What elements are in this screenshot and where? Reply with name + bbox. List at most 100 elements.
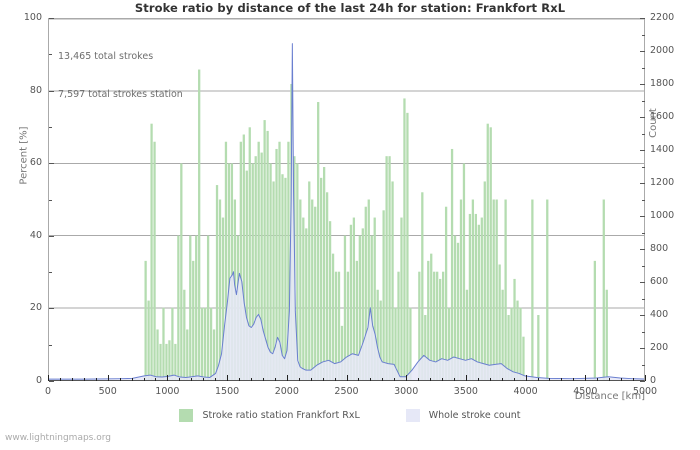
x-tick [108, 375, 109, 381]
y-right-tick-label: 1200 [650, 177, 675, 188]
y-right-tick [640, 348, 645, 349]
x-tick-label: 4500 [573, 386, 598, 397]
x-tick [299, 378, 300, 381]
x-tick [84, 378, 85, 381]
x-tick-label: 2000 [274, 386, 299, 397]
y-left-tick [49, 127, 52, 128]
x-tick [526, 375, 527, 381]
y-left-tick [49, 163, 54, 164]
y-right-tick [640, 381, 645, 382]
y-left-tick [49, 272, 52, 273]
y-right-tick [642, 200, 645, 201]
x-tick [203, 378, 204, 381]
y-left-tick [49, 200, 52, 201]
x-tick [263, 378, 264, 381]
x-tick [167, 375, 168, 381]
x-tick-label: 3000 [394, 386, 419, 397]
x-tick [430, 378, 431, 381]
y-left-tick-label: 80 [29, 84, 42, 96]
chart-title: Stroke ratio by distance of the last 24h… [134, 1, 566, 15]
x-tick [370, 378, 371, 381]
y-right-tick-label: 1400 [650, 144, 675, 155]
annotation-line-2: 7,597 total strokes station [58, 88, 183, 100]
x-tick [96, 378, 97, 381]
y-right-tick-label: 1800 [650, 78, 675, 89]
y-right-tick-label: 1000 [650, 210, 675, 221]
x-tick [490, 378, 491, 381]
x-tick [239, 378, 240, 381]
y-right-tick [642, 299, 645, 300]
x-tick [454, 378, 455, 381]
x-tick [335, 378, 336, 381]
y-right-tick [642, 68, 645, 69]
x-tick [251, 378, 252, 381]
legend-item[interactable]: Stroke ratio station Frankfort RxL [179, 409, 360, 422]
x-tick [633, 378, 634, 381]
x-tick [60, 378, 61, 381]
x-tick [394, 378, 395, 381]
y-right-tick [642, 266, 645, 267]
legend-swatch [405, 409, 420, 422]
x-tick [287, 375, 288, 381]
x-tick [645, 375, 646, 381]
annotation-box: 13,465 total strokes 7,597 total strokes… [58, 26, 183, 126]
x-tick [549, 378, 550, 381]
x-tick-label: 4000 [513, 386, 538, 397]
x-tick [514, 378, 515, 381]
y-left-tick-label: 60 [29, 157, 42, 169]
x-tick [418, 378, 419, 381]
x-tick-label: 5000 [632, 386, 658, 397]
x-tick [597, 378, 598, 381]
y-left-tick-label: 20 [29, 302, 42, 314]
y-right-tick-label: 800 [650, 243, 669, 254]
x-tick [609, 378, 610, 381]
y-right-tick [640, 216, 645, 217]
x-tick [215, 378, 216, 381]
legend-label: Whole stroke count [428, 410, 521, 421]
y-left-tick [49, 18, 54, 19]
x-tick [442, 378, 443, 381]
y-left-tick [49, 54, 52, 55]
x-tick [48, 375, 49, 381]
x-tick [191, 378, 192, 381]
y-right-tick-label: 2200 [650, 12, 675, 23]
x-tick [406, 375, 407, 381]
x-tick [155, 378, 156, 381]
y-left-tick-label: 0 [35, 375, 42, 386]
y-left-tick [49, 308, 54, 309]
y-axis-left-label: Percent [%] [18, 126, 30, 185]
y-right-tick [642, 35, 645, 36]
x-tick [358, 378, 359, 381]
x-tick [585, 375, 586, 381]
y-right-tick [640, 51, 645, 52]
legend-item[interactable]: Whole stroke count [405, 409, 521, 422]
x-tick [120, 378, 121, 381]
y-right-tick [640, 18, 645, 19]
legend-label: Stroke ratio station Frankfort RxL [202, 410, 360, 421]
y-left-tick [49, 91, 54, 92]
x-tick [227, 375, 228, 381]
x-tick [573, 378, 574, 381]
x-tick [502, 378, 503, 381]
y-right-tick [640, 315, 645, 316]
y-right-tick-label: 200 [650, 342, 669, 353]
x-tick-label: 1000 [155, 386, 180, 397]
y-right-tick-label: 1600 [650, 111, 675, 122]
x-tick-label: 0 [44, 386, 52, 397]
annotation-line-1: 13,465 total strokes [58, 51, 154, 62]
y-right-tick [640, 117, 645, 118]
x-tick [72, 378, 73, 381]
y-left-tick [49, 381, 54, 382]
y-right-tick [640, 150, 645, 151]
x-tick [347, 375, 348, 381]
x-tick-label: 1500 [215, 386, 240, 397]
x-tick [144, 378, 145, 381]
y-right-tick [640, 282, 645, 283]
y-right-tick [640, 183, 645, 184]
y-right-tick [642, 365, 645, 366]
x-tick [275, 378, 276, 381]
plot-area [48, 18, 645, 381]
x-tick [621, 378, 622, 381]
y-left-tick-label: 100 [23, 12, 42, 23]
footer-attribution: www.lightningmaps.org [5, 433, 111, 443]
